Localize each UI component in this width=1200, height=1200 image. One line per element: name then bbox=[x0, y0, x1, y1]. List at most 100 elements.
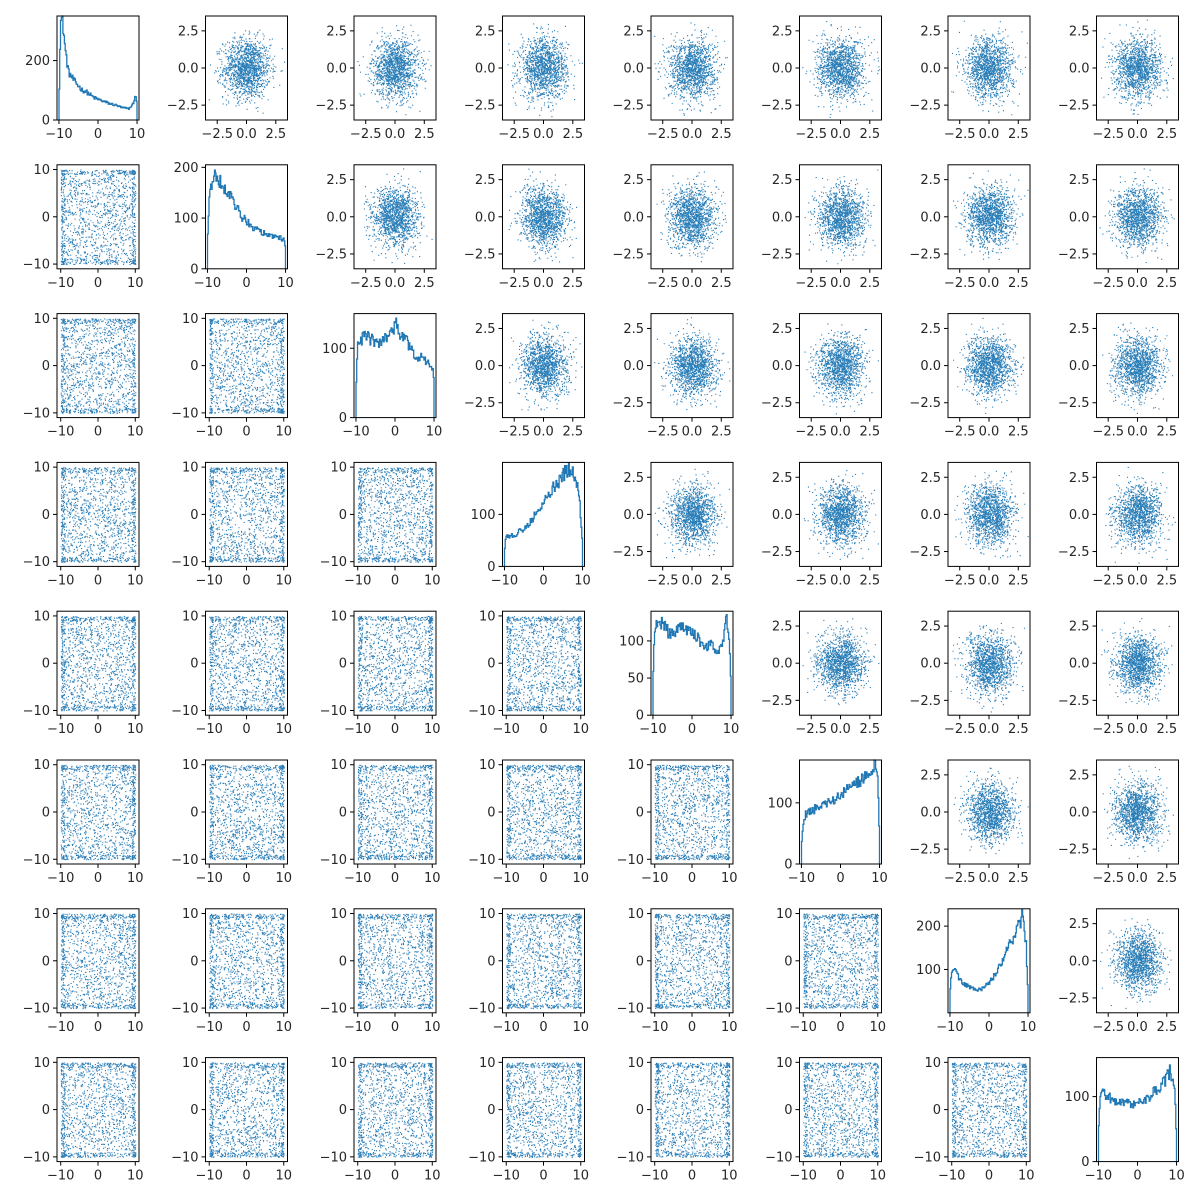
panel-r7-c1-scatter-marks bbox=[209, 1062, 285, 1158]
panel-r4-c3-scatter-points bbox=[506, 615, 582, 712]
panel-r6-c7: −2.5 0.0 2.5−2.50.02.5 bbox=[1058, 908, 1179, 1035]
panel-r7-c0-scatter-points bbox=[60, 1062, 137, 1158]
panel-r3-c7-ytick-label: −2.5 bbox=[1058, 545, 1090, 560]
panel-r6-c2-scatter-marks bbox=[357, 913, 434, 1010]
panel-r2-c7-xtick-label: −2.5 bbox=[1092, 425, 1124, 440]
panel-r5-c1-xtick-label: 0 bbox=[242, 871, 250, 886]
panel-r6-c1-scatter-marks bbox=[209, 913, 285, 1010]
panel-r4-c7-frame bbox=[1096, 610, 1179, 716]
panel-r1-c5-ytick-label: 0.0 bbox=[772, 210, 793, 225]
panel-r0-c4-ytick-label: 0.0 bbox=[623, 62, 644, 77]
panel-r2-c7: −2.5 0.0 2.5−2.50.02.5 bbox=[1058, 313, 1179, 440]
panel-r7-c3-ytick-label: −10 bbox=[468, 1150, 495, 1165]
panel-r0-c4-xtick-label: 2.5 bbox=[711, 127, 732, 142]
panel-r0-c5-scatter-points bbox=[802, 21, 881, 118]
panel-r0-c7-scatter-points bbox=[1100, 19, 1174, 116]
panel-r7-c3-scatter-marks bbox=[506, 1062, 582, 1158]
panel-r1-c4-scatter-marks bbox=[656, 171, 727, 263]
panel-r7-c1-xtick-label: −10 bbox=[196, 1169, 223, 1184]
panel-r3-c4-xtick-label: −2.5 bbox=[647, 573, 679, 588]
panel-r1-c3-ytick-label: −2.5 bbox=[464, 247, 496, 262]
panel-r2-c4-xtick-label: 0.0 bbox=[682, 425, 703, 440]
panel-r2-c5-scatter-marks bbox=[804, 323, 879, 415]
panel-r5-c4-xtick-label: 0 bbox=[688, 871, 696, 886]
panel-r5-c0-xtick-label: −10 bbox=[47, 871, 74, 886]
panel-r6-c6-xtick-label: −10 bbox=[936, 1020, 963, 1035]
panel-r3-c7-xtick-label: −2.5 bbox=[1092, 573, 1124, 588]
panel-r5-c6-ytick-label: 0.0 bbox=[920, 806, 941, 821]
panel-r5-c5-histogram-line bbox=[800, 759, 881, 864]
panel-r2-c1: −10 0 10 −10 0 10 bbox=[171, 312, 292, 440]
panel-r6-c0-xtick-label: −10 bbox=[47, 1020, 74, 1035]
panel-r7-c4-xtick-label: −10 bbox=[641, 1169, 668, 1184]
panel-r7-c0-scatter-marks bbox=[60, 1062, 137, 1158]
panel-r1-c2-xtick-label: 0.0 bbox=[385, 276, 406, 291]
panel-r1-c0-xtick-label: 0 bbox=[94, 276, 102, 291]
panel-r6-c1: −10 0 10 −10 0 10 bbox=[171, 907, 292, 1035]
panel-r7-c2: −10 0 10 −10 0 10 bbox=[320, 1056, 441, 1184]
panel-r5-c3-xtick-label: 10 bbox=[572, 871, 589, 886]
panel-r4-c6-xtick-label: 0.0 bbox=[979, 722, 1000, 737]
panel-r5-c4-ytick-label: 10 bbox=[627, 758, 644, 773]
panel-r4-c7-xtick-label: 0.0 bbox=[1127, 722, 1148, 737]
panel-r2-c5-xtick-label: −2.5 bbox=[795, 425, 827, 440]
panel-r0-c2-xtick-label: 0.0 bbox=[385, 127, 406, 142]
panel-r3-c2-frame bbox=[353, 461, 437, 567]
panel-r5-c2: −10 0 10 −10 0 10 bbox=[320, 758, 441, 886]
panel-r4-c1-xtick-label: 10 bbox=[275, 722, 292, 737]
panel-r3-c2-ytick-label: 0 bbox=[339, 508, 347, 523]
panel-r2-c1-scatter-points bbox=[209, 318, 285, 414]
panel-r6-c2: −10 0 10 −10 0 10 bbox=[320, 907, 441, 1035]
panel-r1-c1-ytick-label: 100 bbox=[174, 212, 199, 227]
panel-r5-c5-ytick-label: 0 bbox=[784, 858, 792, 873]
panel-r5-c2-ytick-label: −10 bbox=[320, 853, 347, 868]
panel-r4-c0: −10 0 10 −10 0 10 bbox=[23, 609, 144, 737]
panel-r5-c4-ytick-label: −10 bbox=[617, 853, 644, 868]
panel-r3-c6-xtick-label: 0.0 bbox=[979, 573, 1000, 588]
panel-r2-c0-scatter-marks bbox=[60, 318, 137, 414]
panel-r7-c6-ytick-label: 0 bbox=[933, 1103, 941, 1118]
panel-r1-c0-ytick-label: 10 bbox=[33, 163, 50, 178]
panel-r0-c4: −2.5 0.0 2.5−2.50.02.5 bbox=[612, 15, 734, 142]
panel-r4-c6-ytick-label: 2.5 bbox=[920, 620, 941, 635]
panel-r2-c6-scatter-marks bbox=[953, 317, 1025, 414]
panel-r5-c0-frame bbox=[56, 759, 140, 865]
panel-r6-c4-scatter-points bbox=[654, 913, 731, 1010]
panel-r1-c3-ytick-label: 0.0 bbox=[475, 210, 496, 225]
panel-r4-c0-scatter-points bbox=[60, 615, 137, 712]
panel-r6-c4-ytick-label: 0 bbox=[636, 954, 644, 969]
panel-r7-c4-scatter-points bbox=[654, 1062, 731, 1158]
panel-r3-c6-scatter-points bbox=[954, 470, 1029, 559]
panel-r5-c0-ytick-label: 10 bbox=[33, 758, 50, 773]
panel-r5-c4-ytick-label: 0 bbox=[636, 806, 644, 821]
panel-r0-c1-xtick-label: 2.5 bbox=[265, 127, 286, 142]
panel-r4-c2-ytick-label: 0 bbox=[339, 657, 347, 672]
panel-r7-c5-ytick-label: 10 bbox=[776, 1056, 793, 1071]
panel-r3-c0-ytick-label: 10 bbox=[33, 461, 50, 476]
panel-r6-c7-xtick-label: 2.5 bbox=[1156, 1020, 1177, 1035]
panel-r6-c5-xtick-label: 0 bbox=[836, 1020, 844, 1035]
panel-r3-c5: −2.5 0.0 2.5−2.50.02.5 bbox=[761, 461, 882, 588]
panel-r4-c6-scatter-marks bbox=[950, 622, 1025, 713]
panel-r2-c0-xtick-label: 0 bbox=[94, 425, 102, 440]
panel-r5-c3-xtick-label: −10 bbox=[493, 871, 520, 886]
panel-r0-c7-xtick-label: −2.5 bbox=[1092, 127, 1124, 142]
panel-r7-c4-xtick-label: 0 bbox=[688, 1169, 696, 1184]
panel-r7-c1-xtick-label: 10 bbox=[275, 1169, 292, 1184]
panel-r6-c4-xtick-label: 0 bbox=[688, 1020, 696, 1035]
panel-r2-c2-xtick-label: 0 bbox=[391, 425, 399, 440]
panel-r7-c2-xtick-label: 0 bbox=[391, 1169, 399, 1184]
panel-r5-c0-ytick-label: −10 bbox=[23, 853, 50, 868]
panel-r3-c7-ytick-label: 2.5 bbox=[1069, 471, 1090, 486]
panel-r0-c2-ytick-label: 0.0 bbox=[326, 62, 347, 77]
panel-r5-c6-xtick-label: 2.5 bbox=[1008, 871, 1029, 886]
panel-r2-c3-scatter-points bbox=[509, 319, 583, 411]
panel-r1-c3-xtick-label: 2.5 bbox=[562, 276, 583, 291]
panel-r7-c5-ytick-label: 0 bbox=[784, 1103, 792, 1118]
panel-r3-c7-xtick-label: 2.5 bbox=[1156, 573, 1177, 588]
panel-r3-c2-ytick-label: 10 bbox=[330, 461, 347, 476]
panel-r7-c1-ytick-label: 10 bbox=[182, 1056, 199, 1071]
panel-r4-c2: −10 0 10 −10 0 10 bbox=[320, 609, 441, 737]
